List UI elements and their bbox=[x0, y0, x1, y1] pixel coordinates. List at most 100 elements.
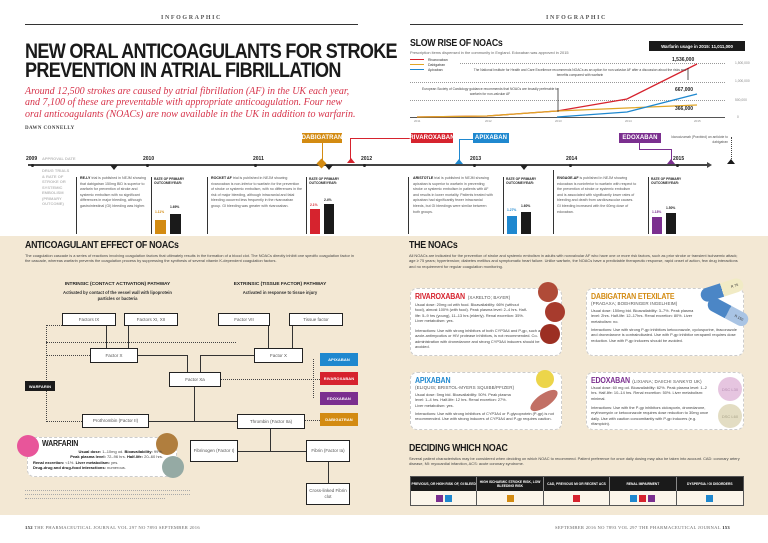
trial-re-ly-text: RE-LY trial is published in NEJM showing… bbox=[80, 176, 146, 208]
edoxaban-card-interactions: Interactions: Use with the P-gp inhibito… bbox=[591, 405, 709, 426]
warfarin-pink-pill-icon bbox=[17, 435, 39, 457]
xtick: 2012 bbox=[485, 119, 492, 123]
triangle-marker-icon bbox=[455, 159, 463, 164]
trial-marker-icon bbox=[520, 165, 528, 170]
connector bbox=[731, 137, 732, 159]
left-header-rule bbox=[25, 24, 358, 25]
rivaroxaban-card-interactions: Interactions: Use with strong inhibitors… bbox=[415, 328, 543, 349]
warfarin-link bbox=[46, 421, 82, 422]
chart-legend: Rivaroxaban Dabigatran Apixaban bbox=[410, 57, 448, 72]
page-title-line1: NEW ORAL ANTICOAGULANTS FOR STROKE bbox=[25, 40, 398, 63]
trial-divider bbox=[408, 177, 409, 234]
tag-apixaban: APIXABAN bbox=[473, 133, 509, 143]
year-marker bbox=[363, 163, 366, 167]
rate-label: RATE OF PRIMARY OUTCOME/YEAR: bbox=[309, 177, 340, 185]
edoxaban-square bbox=[648, 494, 656, 502]
trial-divider bbox=[76, 177, 77, 234]
trial-divider bbox=[151, 177, 152, 234]
edoxaban-square bbox=[435, 494, 443, 502]
edoxaban-pill-60-icon: DSC L60 bbox=[718, 404, 742, 428]
trial-marker-icon bbox=[110, 165, 118, 170]
extrinsic-pathway-title: EXTRINSIC (TISSUE FACTOR) PATHWAY bbox=[233, 282, 327, 287]
table-header: CAD, PREVIOUS MI OR RECENT ACS bbox=[543, 477, 611, 491]
triangle-marker-icon bbox=[347, 158, 355, 163]
rivaroxaban-square bbox=[639, 494, 647, 502]
warfarin-usage-banner: Warfarin usage in 2015: 11,011,000 bbox=[649, 41, 745, 51]
table-header: DYSPEPSIA / GI DISORDERS bbox=[676, 477, 743, 491]
legend-swatch bbox=[410, 58, 424, 61]
trial-re-ly-bars: 1.11% 1.69% bbox=[153, 198, 187, 234]
table-header: PREVIOUS, OR HIGH RISK OF, GI BLEED bbox=[411, 477, 478, 491]
edoxaban-card-heading: EDOXABAN (LIXIANA; DAIICHI SANKYO UK) bbox=[591, 376, 702, 385]
apixaban-card-brand: (ELIQUIS; BRISTOL-MYERS SQUIBB/PFIZER) bbox=[415, 385, 515, 390]
connector bbox=[200, 355, 254, 356]
deciding-table: PREVIOUS, OR HIGH RISK OF, GI BLEED HIGH… bbox=[410, 476, 744, 506]
dabigatran-card-brand: (PRADAXA; BOEHRINGER INGELHEIM) bbox=[591, 301, 678, 306]
year-2015: 2015 bbox=[673, 156, 685, 162]
bar-rivaroxaban bbox=[310, 209, 320, 234]
intro-text: Around 12,500 strokes are caused by atri… bbox=[25, 86, 356, 120]
connector bbox=[639, 149, 671, 150]
connector bbox=[149, 421, 237, 422]
box-factors-xi-xii: Factors XI, XII bbox=[124, 313, 178, 326]
bar-warfarin bbox=[170, 214, 181, 234]
noacs-title: THE NOACs bbox=[409, 240, 458, 251]
esc-annotation: European Society of Cardiology guidance … bbox=[422, 87, 558, 96]
connector bbox=[138, 355, 188, 356]
dabigatran-card-interactions: Interactions: Use with strong P-gp inhib… bbox=[591, 327, 737, 343]
cascade-title: ANTICOAGULANT EFFECT OF NOACs bbox=[25, 240, 179, 251]
ytick: 1,500,000 bbox=[735, 61, 750, 65]
xtick: 2015 bbox=[694, 119, 701, 123]
trial-divider bbox=[207, 177, 208, 234]
noac-link bbox=[313, 359, 314, 398]
connector bbox=[194, 387, 195, 421]
connector bbox=[270, 429, 271, 451]
edoxaban-card bbox=[586, 372, 744, 430]
year-2013: 2013 bbox=[470, 156, 482, 162]
year-marker bbox=[676, 163, 679, 167]
legend-item-dabigatran: Dabigatran bbox=[410, 62, 448, 67]
xtick: 2011 bbox=[414, 119, 421, 123]
tag-dabigatran: DABIGATRAN bbox=[301, 133, 343, 143]
connector bbox=[292, 326, 293, 348]
trials-legend-label: DRUG TRIALS & RATE OF STROKE OR SYSTEMIC… bbox=[42, 168, 70, 206]
trial-aristotle-text: ARISTOTLE trial is published in NEJM sho… bbox=[413, 176, 493, 214]
connector bbox=[200, 355, 201, 372]
bar-edoxaban bbox=[652, 217, 662, 234]
rivaroxaban-pill-icon bbox=[545, 302, 565, 322]
dabigatran-square bbox=[506, 494, 514, 502]
trial-aristotle-bars: 1.27% 1.60% bbox=[505, 196, 539, 234]
table-cell bbox=[543, 491, 611, 505]
year-2010: 2010 bbox=[143, 156, 155, 162]
warfarin-card bbox=[27, 437, 177, 477]
rate-label: RATE OF PRIMARY OUTCOME/YEAR: bbox=[506, 177, 537, 185]
cascade-tag-apixaban: APIXABAN bbox=[320, 353, 358, 366]
warfarin-link bbox=[46, 342, 236, 343]
references-placeholder bbox=[25, 490, 190, 491]
ytick: 0 bbox=[737, 115, 739, 119]
right-footer: SEPTEMBER 2016 NO 7893 VOL 297 THE PHARM… bbox=[555, 525, 730, 530]
box-factor-x-intrinsic: Factor X bbox=[90, 348, 138, 363]
series-dabigatran bbox=[416, 104, 698, 118]
legend-swatch bbox=[410, 63, 424, 66]
intrinsic-pathway-sub: Activated by contact of the vessel wall … bbox=[63, 290, 172, 301]
apixaban-square bbox=[706, 494, 714, 502]
trial-rocket-af-text: ROCKET AF trial is published in NEJM sho… bbox=[211, 176, 303, 208]
author-byline: DAWN CONNELLY bbox=[25, 126, 75, 131]
trial-divider bbox=[553, 170, 554, 234]
rivaroxaban-card-body: Usual dose: 20mg od with food. Bioavaila… bbox=[415, 302, 528, 323]
dabigatran-value-label: 366,000 bbox=[675, 106, 694, 112]
apixaban-square bbox=[444, 494, 452, 502]
warfarin-link bbox=[46, 325, 62, 326]
left-page-header: INFOGRAPHIC bbox=[161, 15, 222, 21]
table-cell bbox=[676, 491, 743, 505]
connector bbox=[268, 326, 269, 348]
rate-label: RATE OF PRIMARY OUTCOME/YEAR: bbox=[651, 177, 682, 185]
chart-subtitle: Prescription items dispensed in the comm… bbox=[410, 50, 569, 55]
legend-item-apixaban: Apixaban bbox=[410, 67, 448, 72]
right-page-header: INFOGRAPHIC bbox=[546, 15, 607, 21]
edoxaban-pill-30-icon: DSC L30 bbox=[718, 377, 742, 401]
bar-apixaban bbox=[507, 216, 517, 234]
year-2014: 2014 bbox=[566, 156, 578, 162]
